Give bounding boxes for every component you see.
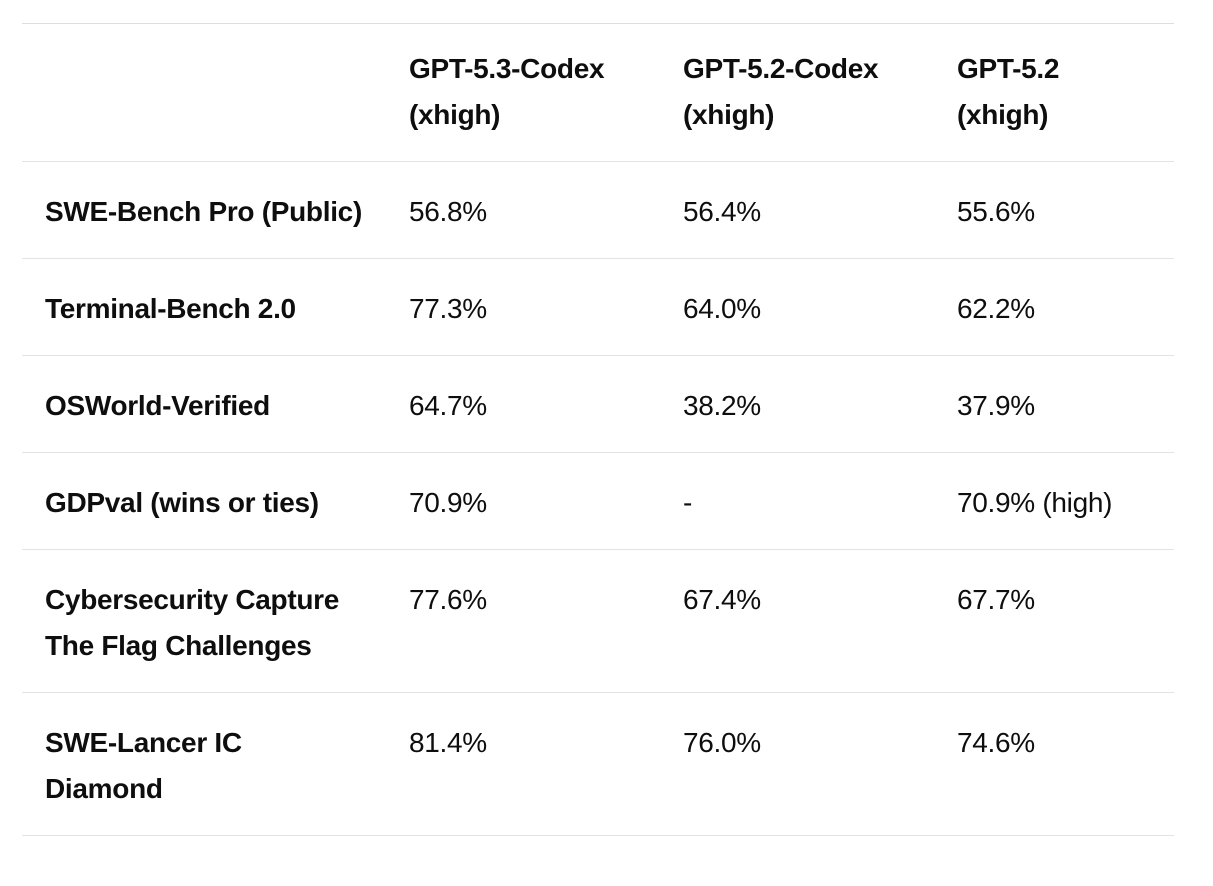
- value-cell: 56.4%: [683, 196, 761, 227]
- header-empty-cell: [22, 24, 409, 162]
- table-row-gdpval: GDPval (wins or ties) 70.9% - 70.9% (hig…: [22, 453, 1174, 550]
- value-cell: 64.7%: [409, 390, 487, 421]
- value-cell: 70.9% (high): [957, 487, 1113, 518]
- value-cell: 37.9%: [957, 390, 1035, 421]
- value-cell: 62.2%: [957, 293, 1035, 324]
- value-cell: 38.2%: [683, 390, 761, 421]
- value-cell: 74.6%: [957, 727, 1035, 758]
- row-label: SWE-Bench Pro (Public): [45, 196, 362, 227]
- table-row-swe-bench-pro: SWE-Bench Pro (Public) 56.8% 56.4% 55.6%: [22, 162, 1174, 259]
- row-label: SWE-Lancer IC Diamond: [45, 727, 242, 804]
- row-label: Terminal-Bench 2.0: [45, 293, 296, 324]
- value-cell: 67.7%: [957, 584, 1035, 615]
- header-row: GPT-5.3-Codex (xhigh) GPT-5.2-Codex (xhi…: [22, 24, 1174, 162]
- table-row-cybersecurity-ctf: Cybersecurity Capture The Flag Challenge…: [22, 550, 1174, 693]
- value-cell: 76.0%: [683, 727, 761, 758]
- value-cell: 56.8%: [409, 196, 487, 227]
- value-cell: 70.9%: [409, 487, 487, 518]
- value-cell: 67.4%: [683, 584, 761, 615]
- value-cell: 64.0%: [683, 293, 761, 324]
- column-header-gpt-5-2-codex: GPT-5.2-Codex (xhigh): [683, 53, 879, 130]
- table-row-osworld-verified: OSWorld-Verified 64.7% 38.2% 37.9%: [22, 356, 1174, 453]
- value-cell: 77.6%: [409, 584, 487, 615]
- benchmark-table-container: GPT-5.3-Codex (xhigh) GPT-5.2-Codex (xhi…: [22, 23, 1174, 836]
- benchmark-table: GPT-5.3-Codex (xhigh) GPT-5.2-Codex (xhi…: [22, 23, 1174, 836]
- table-row-swe-lancer: SWE-Lancer IC Diamond 81.4% 76.0% 74.6%: [22, 693, 1174, 836]
- row-label: GDPval (wins or ties): [45, 487, 319, 518]
- value-cell: -: [683, 487, 693, 518]
- value-cell: 81.4%: [409, 727, 487, 758]
- value-cell: 55.6%: [957, 196, 1035, 227]
- row-label: Cybersecurity Capture The Flag Challenge…: [45, 584, 340, 661]
- value-cell: 77.3%: [409, 293, 487, 324]
- column-header-gpt-5-3-codex: GPT-5.3-Codex (xhigh): [409, 53, 605, 130]
- row-label: OSWorld-Verified: [45, 390, 270, 421]
- column-header-gpt-5-2: GPT-5.2 (xhigh): [957, 53, 1060, 130]
- table-row-terminal-bench: Terminal-Bench 2.0 77.3% 64.0% 62.2%: [22, 259, 1174, 356]
